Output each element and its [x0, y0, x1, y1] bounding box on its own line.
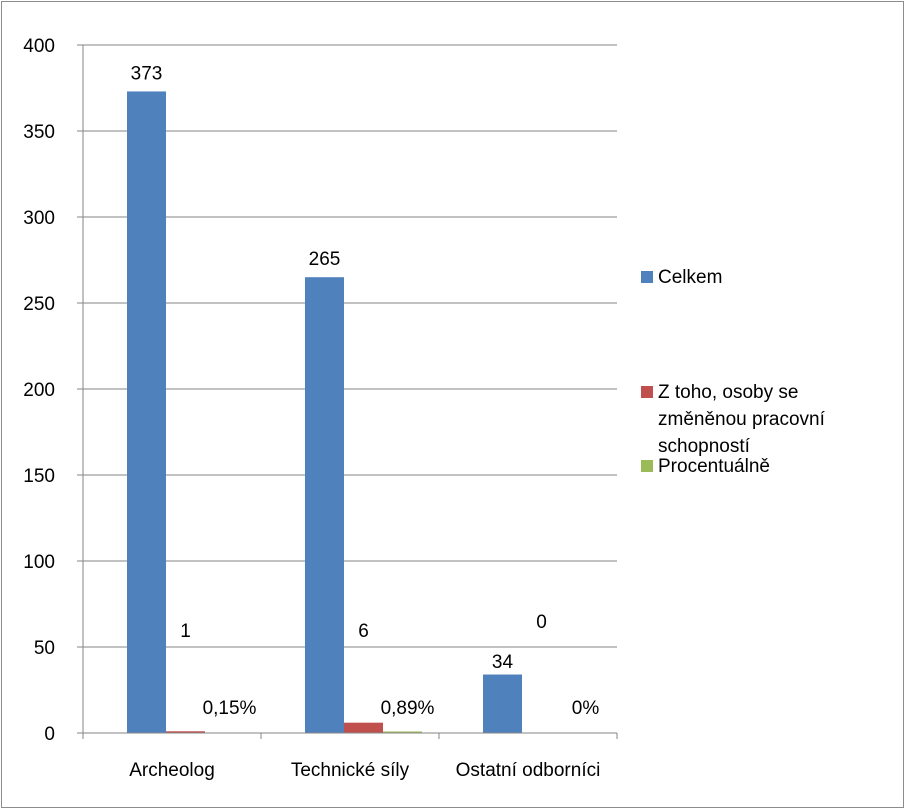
y-tick-label: 250 [23, 294, 55, 315]
legend-label: Z toho, osoby se [658, 382, 798, 403]
x-category-label: Archeolog [129, 760, 215, 781]
bar-0-2 [483, 674, 522, 733]
legend-label: Procentuálně [658, 456, 770, 477]
data-label: 0,89% [381, 698, 435, 719]
data-label: 265 [309, 249, 341, 270]
bar-1-0 [166, 731, 205, 733]
x-category-labels: Archeolog Technické síly Ostatní odborníci [129, 760, 600, 781]
y-tick-labels: 0 50 100 150 200 250 300 350 400 [23, 36, 55, 745]
bar-0-1 [305, 277, 344, 733]
legend: Celkem Z toho, osoby se změněnou pracovní s… [641, 267, 826, 477]
y-tick-label: 300 [23, 208, 55, 229]
bar-0-0 [127, 91, 166, 733]
data-label: 34 [492, 652, 514, 673]
x-category-label: Ostatní odborníci [456, 760, 601, 781]
x-category-label: Technické síly [291, 760, 410, 781]
bars [127, 91, 522, 733]
axes [77, 44, 618, 739]
y-tick-label: 400 [23, 36, 55, 57]
y-tick-label: 0 [44, 724, 55, 745]
legend-label: schopností [658, 436, 751, 457]
legend-label: Celkem [658, 267, 722, 288]
bar-1-1 [344, 722, 383, 733]
legend-swatch-2 [641, 460, 653, 472]
bar-2-1 [383, 731, 422, 733]
gridlines [83, 44, 617, 648]
data-label: 0,15% [203, 698, 257, 719]
legend-swatch-1 [641, 386, 653, 398]
data-label: 0 [536, 612, 547, 633]
data-labels: 373 265 34 1 6 0 0,15% 0,89% 0% [131, 63, 600, 719]
y-tick-label: 150 [23, 466, 55, 487]
y-tick-label: 200 [23, 380, 55, 401]
data-label: 1 [180, 621, 191, 642]
data-label: 6 [358, 621, 369, 642]
legend-label: změněnou pracovní [658, 409, 826, 430]
y-tick-label: 50 [34, 638, 55, 659]
y-tick-label: 100 [23, 552, 55, 573]
legend-swatch-0 [641, 271, 653, 283]
data-label: 373 [131, 63, 163, 84]
y-tick-label: 350 [23, 122, 55, 143]
data-label: 0% [572, 698, 600, 719]
